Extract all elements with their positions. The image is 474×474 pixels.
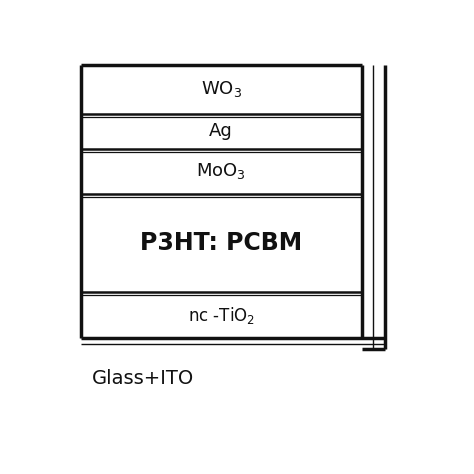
Text: Ag: Ag [210,122,233,140]
Text: WO$_3$: WO$_3$ [201,79,242,99]
Text: P3HT: PCBM: P3HT: PCBM [140,231,302,255]
Text: MoO$_3$: MoO$_3$ [196,162,246,182]
Text: nc -TiO$_2$: nc -TiO$_2$ [188,305,255,326]
Text: Glass+ITO: Glass+ITO [92,369,194,388]
